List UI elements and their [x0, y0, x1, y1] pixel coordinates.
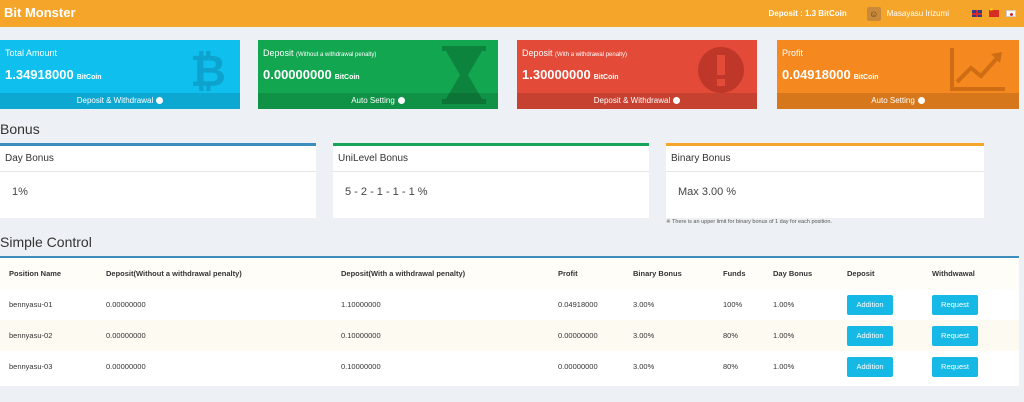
divider: [666, 171, 984, 172]
arrow-circle-right-icon: [397, 97, 405, 104]
deposit-no-penalty: 0.00000000: [106, 300, 146, 309]
position-name: bennyasu-01: [9, 300, 53, 309]
deposit-no-penalty: 0.00000000: [106, 362, 146, 371]
simple-control-panel: Position Name Deposit(Without a withdraw…: [0, 256, 1019, 386]
arrow-circle-right-icon: [917, 97, 925, 104]
column-header: Day Bonus: [764, 258, 838, 289]
brand-logo[interactable]: Bit Monster: [4, 5, 76, 20]
column-header: Funds: [714, 258, 764, 289]
japan-flag-icon[interactable]: [1006, 10, 1016, 17]
uk-flag-icon[interactable]: [972, 10, 982, 17]
profit: 0.00000000: [549, 320, 624, 351]
deposit-cell: Addition: [838, 320, 923, 351]
position-name: bennyasu-03: [9, 362, 53, 371]
binary-bonus-box: Binary Bonus Max 3.00 %: [666, 143, 984, 218]
header-deposit: Deposit : 1.3 BitCoin: [768, 9, 847, 18]
top-right-area: Deposit : 1.3 BitCoin ☺ Masayasu Irizumi: [769, 0, 1016, 27]
bonus-section-title: Bonus: [0, 121, 40, 137]
username[interactable]: Masayasu Irizumi: [886, 9, 949, 18]
top-bar: Bit Monster Deposit : 1.3 BitCoin ☺ Masa…: [0, 0, 1024, 27]
exclamation-icon: [697, 46, 745, 99]
column-header: Position Name: [0, 258, 97, 289]
addition-button[interactable]: Addition: [847, 294, 893, 315]
withdrawal-cell: Request: [923, 320, 1019, 351]
china-flag-icon[interactable]: [989, 7, 999, 17]
card-footer-link[interactable]: Auto Setting: [258, 93, 498, 109]
simple-control-title: Simple Control: [0, 234, 92, 250]
deposit-cell: Addition: [838, 351, 923, 382]
hourglass-icon: [442, 46, 486, 109]
withdrawal-cell: Request: [923, 351, 1019, 382]
card-value: 0.04918000 BitCoin: [782, 67, 879, 82]
deposit-no-penalty: 0.00000000: [97, 320, 332, 351]
column-header: Deposit(Without a withdrawal penalty): [97, 258, 332, 289]
binary-bonus: 3.00%: [633, 362, 655, 371]
card-title: Deposit (Without a withdrawal penalty): [263, 48, 377, 58]
day-bonus: 1.00%: [764, 320, 838, 351]
svg-text:₿: ₿: [190, 46, 226, 94]
table-row: bennyasu-03 0.00000000 0.10000000 0.0000…: [0, 351, 1019, 382]
bonus-title: Binary Bonus: [671, 153, 731, 164]
bonus-value: Max 3.00 %: [678, 186, 737, 198]
divider: [0, 171, 316, 172]
funds: 100%: [723, 300, 743, 309]
table-header-row: Position Name Deposit(Without a withdraw…: [0, 258, 1019, 289]
day-bonus: 1.00%: [773, 362, 795, 371]
binary-bonus-note: ※ There is an upper limit for binary bon…: [666, 219, 832, 225]
positions-table: Position Name Deposit(Without a withdraw…: [0, 258, 1019, 382]
deposit-with-penalty: 0.10000000: [341, 362, 381, 371]
card-title: Deposit (With a withdrawal penalty): [522, 48, 628, 58]
request-button[interactable]: Request: [932, 325, 978, 346]
binary-bonus: 3.00%: [633, 300, 655, 309]
trend-chart-icon: [949, 46, 1007, 97]
avatar[interactable]: ☺: [866, 6, 881, 21]
card-footer-link[interactable]: Auto Setting: [777, 93, 1019, 109]
card-deposit-with-penalty: Deposit (With a withdrawal penalty) 1.30…: [517, 40, 757, 109]
card-footer-link[interactable]: Deposit & Withdrawal: [517, 93, 757, 109]
request-button[interactable]: Request: [932, 294, 978, 315]
addition-button[interactable]: Addition: [847, 356, 893, 377]
withdrawal-cell: Request: [923, 289, 1019, 320]
card-value: 0.00000000 BitCoin: [263, 67, 360, 82]
profit: 0.00000000: [558, 362, 598, 371]
arrow-circle-right-icon: [673, 97, 681, 104]
arrow-circle-right-icon: [156, 97, 164, 104]
funds: 80%: [723, 362, 739, 371]
deposit-with-penalty: 0.10000000: [332, 320, 549, 351]
column-header: Deposit: [838, 258, 923, 289]
card-value: 1.34918000 BitCoin: [5, 67, 102, 82]
divider: [333, 171, 649, 172]
table-row: bennyasu-01 0.00000000 1.10000000 0.0491…: [0, 289, 1019, 320]
column-header: Withdwawal: [923, 258, 1019, 289]
card-profit: Profit 0.04918000 BitCoin Auto Setting: [777, 40, 1019, 109]
card-title: Total Amount: [5, 48, 58, 58]
card-deposit-no-penalty: Deposit (Without a withdrawal penalty) 0…: [258, 40, 498, 109]
bonus-value: 5 - 2 - 1 - 1 - 1 %: [345, 186, 428, 198]
funds: 80%: [714, 320, 764, 351]
deposit-with-penalty: 1.10000000: [341, 300, 381, 309]
column-header: Profit: [549, 258, 624, 289]
day-bonus-box: Day Bonus 1%: [0, 143, 316, 218]
day-bonus: 1.00%: [773, 300, 795, 309]
card-total-amount: Total Amount 1.34918000 BitCoin ₿ Deposit…: [0, 40, 240, 109]
position-name: bennyasu-02: [0, 320, 97, 351]
deposit-cell: Addition: [838, 289, 923, 320]
profit: 0.04918000: [558, 300, 598, 309]
bonus-title: UniLevel Bonus: [338, 153, 409, 164]
column-header: Deposit(With a withdrawal penalty): [332, 258, 549, 289]
column-header: Binary Bonus: [624, 258, 714, 289]
bonus-title: Day Bonus: [5, 153, 54, 164]
bonus-value: 1%: [12, 186, 28, 198]
card-title: Profit: [782, 48, 804, 58]
unilevel-bonus-box: UniLevel Bonus 5 - 2 - 1 - 1 - 1 %: [333, 143, 649, 218]
bitcoin-icon: ₿: [188, 46, 228, 99]
binary-bonus: 3.00%: [624, 320, 714, 351]
card-value: 1.30000000 BitCoin: [522, 67, 619, 82]
table-row: bennyasu-02 0.00000000 0.10000000 0.0000…: [0, 320, 1019, 351]
card-footer-link[interactable]: Deposit & Withdrawal: [0, 93, 240, 109]
request-button[interactable]: Request: [932, 356, 978, 377]
addition-button[interactable]: Addition: [847, 325, 893, 346]
